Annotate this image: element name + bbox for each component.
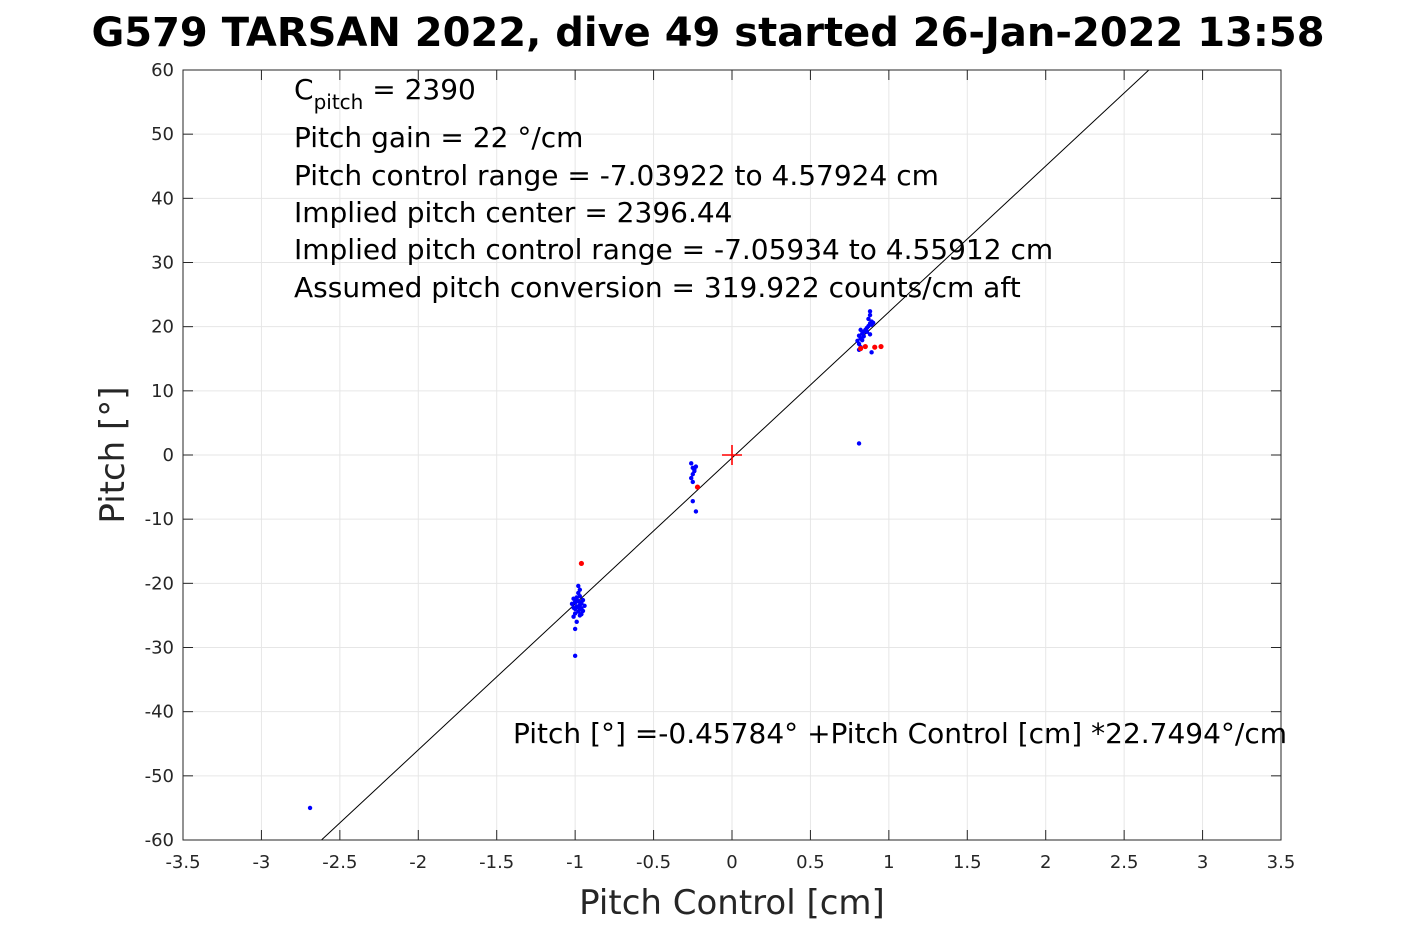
blue-data-point bbox=[572, 626, 578, 632]
x-tick-label: -2 bbox=[409, 852, 427, 873]
y-tick-label: 30 bbox=[151, 253, 174, 274]
red-data-point bbox=[878, 343, 884, 350]
blue-data-point bbox=[867, 312, 873, 318]
blue-data-point bbox=[861, 334, 866, 339]
center-marker-group bbox=[722, 445, 742, 465]
x-tick-label: 2.5 bbox=[1110, 852, 1139, 873]
blue-data-point bbox=[690, 479, 695, 485]
chart-title: G579 TARSAN 2022, dive 49 started 26-Jan… bbox=[91, 10, 1324, 56]
annotation-pitch-gain: Pitch gain = 22 °/cm bbox=[294, 121, 583, 154]
blue-data-point bbox=[866, 316, 871, 322]
x-tick-label: 3.5 bbox=[1267, 852, 1296, 873]
x-tick-label: 3 bbox=[1197, 852, 1208, 873]
x-tick-label: 1 bbox=[883, 852, 894, 873]
blue-data-point bbox=[859, 337, 865, 343]
x-tick-label: -2.5 bbox=[322, 852, 357, 873]
y-tick-label: -10 bbox=[145, 509, 174, 530]
blue-data-point bbox=[869, 350, 874, 355]
x-tick-label: 2 bbox=[1040, 852, 1051, 873]
blue-data-point bbox=[692, 466, 697, 472]
annotation-c-pitch: Cpitch = 2390 bbox=[294, 73, 476, 114]
blue-data-point bbox=[856, 441, 862, 446]
y-axis-label: Pitch [°] bbox=[93, 386, 133, 523]
blue-data-point bbox=[579, 601, 584, 606]
blue-data-point bbox=[690, 472, 695, 477]
x-tick-label: 0.5 bbox=[796, 852, 825, 873]
x-tick-label: -3 bbox=[252, 852, 270, 873]
blue-data-point bbox=[579, 611, 584, 617]
blue-data-point bbox=[576, 604, 581, 610]
blue-data-point bbox=[858, 327, 863, 333]
blue-data-point bbox=[689, 461, 694, 466]
y-tick-label: -60 bbox=[145, 830, 174, 851]
blue-data-point bbox=[307, 805, 313, 811]
red-data-point bbox=[578, 560, 585, 567]
x-tick-label: -3.5 bbox=[165, 852, 200, 873]
red-data-point bbox=[694, 484, 701, 490]
annotation-c-pitch-sub: pitch bbox=[314, 90, 364, 114]
axis-ticks: -3.5 -3 -2.5 -2 -1.5 -1 -0.5 0 0.5 1 1.5 2 2.5 3 3.5 -6… bbox=[145, 60, 1296, 873]
y-tick-label: -30 bbox=[145, 638, 174, 659]
red-data-point bbox=[862, 343, 868, 350]
y-tick-label: -40 bbox=[145, 702, 174, 723]
y-tick-label: 40 bbox=[151, 188, 174, 209]
blue-data-point bbox=[867, 332, 873, 337]
red-data-point bbox=[858, 345, 864, 352]
blue-data-point bbox=[572, 599, 578, 605]
blue-data-point bbox=[574, 619, 579, 625]
x-tick-label: -1.5 bbox=[479, 852, 514, 873]
annotation-block: Cpitch = 2390 Pitch gain = 22 °/cm Pitch… bbox=[294, 73, 1287, 750]
annotation-pitch-control-range: Pitch control range = -7.03922 to 4.5792… bbox=[294, 159, 939, 192]
y-tick-label: 10 bbox=[151, 381, 174, 402]
y-tick-label: 0 bbox=[163, 445, 174, 466]
y-tick-label: 50 bbox=[151, 124, 174, 145]
y-tick-label: 20 bbox=[151, 317, 174, 338]
x-tick-label: 1.5 bbox=[953, 852, 982, 873]
blue-data-point bbox=[582, 603, 587, 608]
y-tick-label: -50 bbox=[145, 766, 174, 787]
blue-data-point bbox=[864, 329, 870, 334]
blue-data-point bbox=[693, 509, 699, 514]
y-tick-label: 60 bbox=[151, 60, 174, 81]
x-tick-label: -1 bbox=[566, 852, 584, 873]
y-tick-label: -20 bbox=[145, 573, 174, 594]
annotation-c-pitch-main: C bbox=[294, 73, 314, 106]
x-tick-label: 0 bbox=[726, 852, 737, 873]
blue-data-point bbox=[870, 320, 876, 326]
blue-data-point bbox=[867, 309, 873, 314]
data-points bbox=[307, 309, 884, 811]
blue-data-point bbox=[576, 583, 581, 589]
annotation-c-pitch-value: = 2390 bbox=[363, 73, 476, 106]
x-tick-label: -0.5 bbox=[636, 852, 671, 873]
annotation-implied-pitch-center: Implied pitch center = 2396.44 bbox=[294, 196, 732, 229]
blue-data-point bbox=[689, 475, 694, 481]
blue-data-point bbox=[572, 653, 578, 659]
annotation-pitch-conversion: Assumed pitch conversion = 319.922 count… bbox=[294, 271, 1021, 304]
blue-data-point bbox=[690, 499, 695, 504]
annotation-implied-control-range: Implied pitch control range = -7.05934 t… bbox=[294, 233, 1053, 266]
annotation-fit-equation: Pitch [°] =-0.45784° +Pitch Control [cm]… bbox=[513, 717, 1287, 750]
x-axis-label: Pitch Control [cm] bbox=[579, 883, 885, 923]
blue-data-point bbox=[855, 338, 860, 343]
blue-data-point bbox=[577, 587, 583, 592]
red-data-point bbox=[872, 344, 878, 350]
